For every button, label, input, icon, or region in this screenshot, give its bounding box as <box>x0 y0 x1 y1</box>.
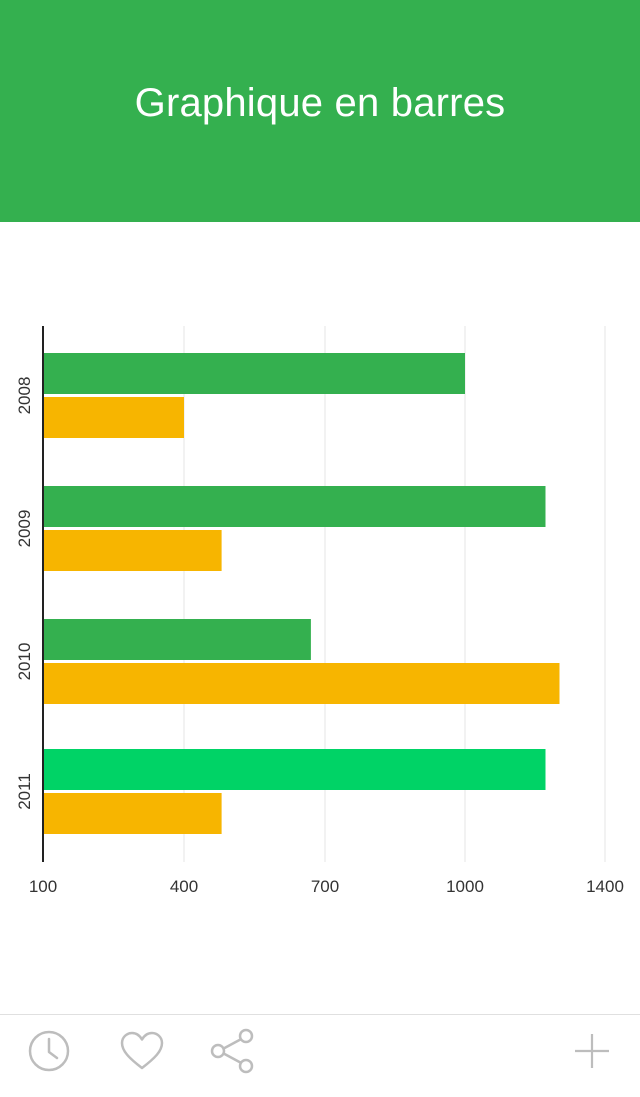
bar-chart: 2008 2009 2010 2011 100 400 700 1000 1400 <box>0 300 640 920</box>
x-tick-label: 700 <box>311 877 339 896</box>
favorite-button[interactable] <box>118 1027 166 1075</box>
category-label: 2011 <box>15 773 34 810</box>
history-button[interactable] <box>25 1027 73 1075</box>
x-tick-label: 1000 <box>446 877 484 896</box>
bar <box>43 663 560 704</box>
category-label: 2010 <box>15 643 34 681</box>
bar <box>43 486 546 527</box>
category-label: 2008 <box>15 377 34 415</box>
bar-chart-svg: 2008 2009 2010 2011 100 400 700 1000 1400 <box>15 326 624 896</box>
page-title: Graphique en barres <box>134 80 506 125</box>
bar <box>43 397 184 438</box>
bar <box>43 619 311 660</box>
share-icon <box>210 1028 254 1074</box>
clock-icon <box>28 1030 70 1072</box>
x-tick-label: 100 <box>29 877 57 896</box>
x-tick-label: 1400 <box>586 877 624 896</box>
bar <box>43 530 222 571</box>
add-button[interactable] <box>568 1027 616 1075</box>
bar <box>43 353 465 394</box>
plus-icon <box>575 1034 609 1068</box>
bar <box>43 749 546 790</box>
bar <box>43 793 222 834</box>
category-label: 2009 <box>15 510 34 548</box>
share-button[interactable] <box>208 1027 256 1075</box>
heart-icon <box>120 1031 164 1070</box>
app-header: Graphique en barres <box>0 0 640 222</box>
bottom-toolbar <box>0 1014 640 1097</box>
x-tick-label: 400 <box>170 877 198 896</box>
